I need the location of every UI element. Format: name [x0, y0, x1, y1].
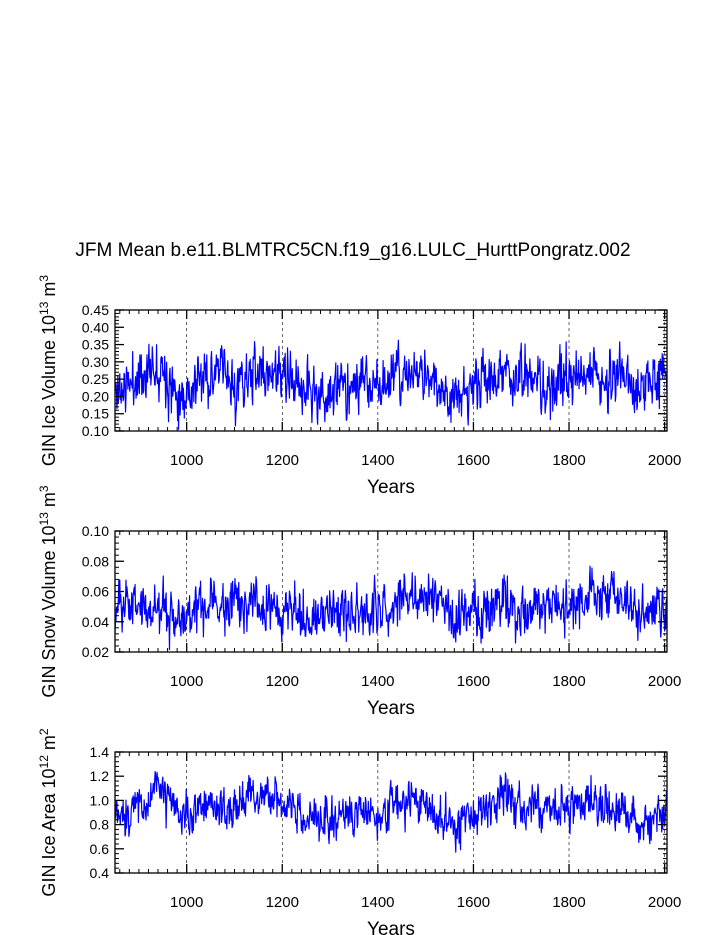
series-line-ice-area [114, 771, 668, 853]
x-tick-label-1600: 1600 [457, 452, 490, 469]
y-axis-label-text: m [39, 282, 59, 302]
y-axis-label: GIN Ice Volume 1013 m3 [37, 275, 59, 466]
x-axis-label: Years [367, 698, 415, 719]
plot-frame-snow-volume [114, 530, 668, 653]
y-tick-label-0.15: 0.15 [82, 406, 109, 422]
y-tick-label-0.06: 0.06 [82, 584, 109, 600]
y-tick-label-0.35: 0.35 [82, 337, 109, 353]
plot-frame-ice-area [114, 751, 668, 874]
y-tick-label-0.45: 0.45 [82, 302, 109, 318]
x-tick-label-1200: 1200 [266, 894, 299, 911]
y-axis-label-text: m [39, 735, 59, 755]
y-tick-label-0.20: 0.20 [82, 388, 109, 404]
x-tick-label-1200: 1200 [266, 452, 299, 469]
y-tick-label-1.4: 1.4 [90, 744, 110, 760]
y-tick-label-0.10: 0.10 [82, 423, 109, 439]
plot-frame-ice-volume [114, 309, 668, 432]
x-axis-label: Years [367, 919, 415, 935]
y-axis-label-text: m [39, 492, 59, 512]
x-tick-label-1000: 1000 [170, 894, 203, 911]
x-tick-label-1400: 1400 [361, 673, 394, 690]
y-axis-label-exponent: 2 [37, 728, 51, 735]
y-tick-label-0.25: 0.25 [82, 371, 109, 387]
panel-ice-area: 1000 1200 1400 1600 1800 2000 0.4 0.6 0.8 1.0 1.2 1… [37, 728, 681, 935]
x-tick-label-1600: 1600 [457, 894, 490, 911]
x-tick-label-1400: 1400 [361, 894, 394, 911]
x-tick-label-1600: 1600 [457, 673, 490, 690]
panel-ice-volume: 1000 1200 1400 1600 1800 2000 0.100.15 0.200.25… [37, 275, 681, 498]
x-tick-label-2000: 2000 [648, 894, 681, 911]
x-tick-label-1800: 1800 [552, 452, 585, 469]
y-tick-label-0.10: 0.10 [82, 523, 109, 539]
series-line-snow-volume [114, 565, 668, 651]
x-tick-label-1000: 1000 [170, 673, 203, 690]
y-axis-label-exponent: 13 [37, 301, 51, 315]
x-tick-label-2000: 2000 [648, 452, 681, 469]
y-axis-label: GIN Snow Volume 1013 m3 [37, 485, 59, 697]
y-tick-label-0.30: 0.30 [82, 354, 109, 370]
x-tick-label-1800: 1800 [552, 673, 585, 690]
y-axis-label-exponent: 13 [37, 512, 51, 526]
x-axis-label: Years [367, 477, 415, 498]
y-tick-label-0.08: 0.08 [82, 553, 109, 569]
panels: 1000 1200 1400 1600 1800 20000.100.150.200.25… [37, 275, 681, 935]
y-tick-label-1.0: 1.0 [90, 792, 110, 808]
y-axis-label-text: GIN Snow Volume 10 [39, 525, 59, 697]
x-tick-label-2000: 2000 [648, 673, 681, 690]
y-axis-label-exponent: 3 [37, 275, 51, 282]
series-line-ice-volume [114, 339, 668, 430]
figure-title: JFM Mean b.e11.BLMTRC5CN.f19_g16.LULC_Hu… [75, 240, 630, 261]
x-tick-label-1400: 1400 [361, 452, 394, 469]
panel-snow-volume: 1000 1200 1400 1600 1800 2000 0.02 0.04 0.06 0.08… [37, 485, 681, 719]
y-axis-label-exponent: 12 [37, 755, 51, 769]
y-tick-label-0.4: 0.4 [90, 865, 110, 881]
y-tick-label-0.6: 0.6 [90, 841, 110, 857]
y-axis-label: GIN Ice Area 1012 m2 [37, 728, 59, 896]
x-tick-label-1200: 1200 [266, 673, 299, 690]
y-tick-label-0.04: 0.04 [82, 614, 109, 630]
y-tick-label-1.2: 1.2 [90, 768, 110, 784]
y-tick-label-0.8: 0.8 [90, 817, 110, 833]
y-tick-label-0.40: 0.40 [82, 319, 109, 335]
x-tick-label-1000: 1000 [170, 452, 203, 469]
y-axis-label-text: GIN Ice Volume 10 [39, 315, 59, 466]
x-tick-label-1800: 1800 [552, 894, 585, 911]
y-axis-label-text: GIN Ice Area 10 [39, 768, 59, 896]
y-axis-label-exponent: 3 [37, 485, 51, 492]
y-tick-label-0.02: 0.02 [82, 644, 109, 660]
